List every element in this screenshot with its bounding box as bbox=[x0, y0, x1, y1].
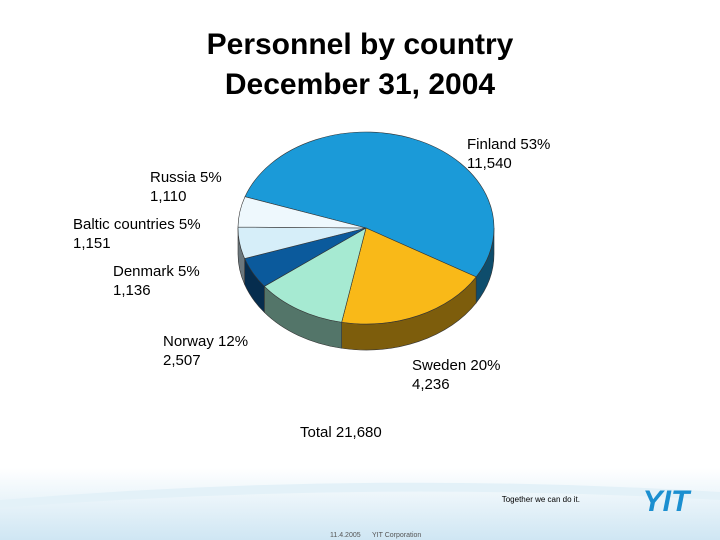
labels: Finland 53% 11,540 Sweden 20% 4,236 Norway 1… bbox=[73, 136, 550, 393]
footer-date: 11.4.2005 bbox=[330, 532, 361, 539]
category-name: Russia bbox=[150, 169, 197, 186]
slice-label: Norway 12% bbox=[163, 333, 248, 350]
slice-label: Sweden 20% bbox=[412, 357, 500, 374]
total-title: Total bbox=[300, 424, 332, 441]
value-label: 1,136 bbox=[113, 282, 151, 299]
pie bbox=[237, 131, 495, 351]
category-name: Baltic countries bbox=[73, 216, 175, 233]
slice bbox=[244, 131, 495, 278]
logo: YIT bbox=[643, 485, 692, 518]
percent-label: 5% bbox=[179, 216, 201, 233]
percent-label: 53% bbox=[520, 136, 550, 153]
slice-label: Baltic countries 5% bbox=[73, 216, 201, 233]
value-label: 1,151 bbox=[73, 235, 111, 252]
category-name: Norway bbox=[163, 333, 214, 350]
percent-label: 20% bbox=[470, 357, 500, 374]
category-name: Denmark bbox=[113, 263, 174, 280]
value-label: 1,110 bbox=[150, 188, 186, 205]
slogan: Together we can do it. bbox=[502, 495, 580, 504]
footer-wave bbox=[0, 482, 720, 508]
footer-band bbox=[0, 468, 720, 540]
category-name: Finland bbox=[467, 136, 516, 153]
value-label: 2,507 bbox=[163, 352, 201, 369]
percent-label: 12% bbox=[218, 333, 248, 350]
slice-label: Russia 5% bbox=[150, 169, 222, 186]
slice bbox=[341, 227, 477, 325]
slice-label: Denmark 5% bbox=[113, 263, 200, 280]
total-label: Total 21,680 bbox=[300, 424, 382, 441]
chart-title: Personnel by country bbox=[207, 28, 514, 61]
percent-label: 5% bbox=[178, 263, 200, 280]
category-name: Sweden bbox=[412, 357, 466, 374]
percent-label: 5% bbox=[200, 169, 222, 186]
chart-subtitle: December 31, 2004 bbox=[225, 68, 496, 101]
slice-label: Finland 53% bbox=[467, 136, 550, 153]
value-label: 4,236 bbox=[412, 376, 450, 393]
value-label: 11,540 bbox=[467, 155, 512, 172]
footer-company: YIT Corporation bbox=[372, 532, 421, 539]
slice bbox=[263, 227, 367, 323]
total-value: 21,680 bbox=[336, 424, 382, 441]
slice bbox=[237, 196, 367, 229]
